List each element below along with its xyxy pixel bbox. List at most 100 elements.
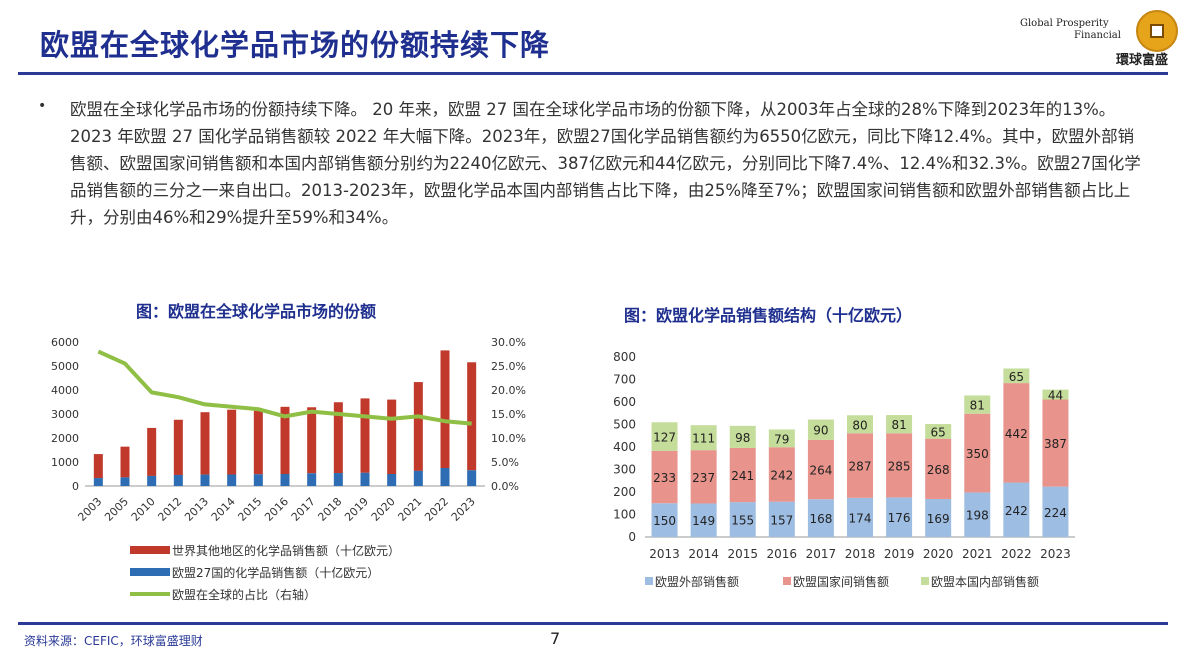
y-tick-label: 100 [613, 508, 636, 522]
x-tick-label: 2003 [75, 495, 104, 524]
x-tick-label: 2017 [289, 495, 318, 524]
data-label: 224 [1044, 506, 1067, 520]
data-label: 90 [813, 424, 828, 438]
x-tick-label: 2020 [369, 495, 398, 524]
legend-label: 欧盟本国内部销售额 [931, 574, 1039, 589]
y-tick-label: 5000 [51, 360, 79, 373]
stacked-bar-segment [690, 450, 717, 504]
y-tick-label: 6000 [51, 336, 79, 349]
bar-other-regions [227, 409, 237, 475]
data-label: 387 [1044, 437, 1067, 451]
x-tick-label: 2017 [806, 547, 837, 561]
stacked-bar-segment [768, 429, 795, 448]
logo-word-global: Global [1020, 18, 1053, 29]
stacked-bar-segment [847, 497, 873, 537]
x-tick-label: 2016 [262, 495, 291, 524]
stacked-bar-segment [651, 503, 678, 537]
x-tick-label: 2005 [102, 495, 131, 524]
stacked-bar-segment [729, 447, 756, 503]
y-tick-label: 3000 [51, 408, 79, 421]
bar-other-regions [253, 410, 263, 475]
bar-eu27 [120, 477, 130, 486]
bar-eu27 [280, 474, 290, 486]
company-logo: Global Prosperity Financial 環球富盛 [1016, 8, 1184, 68]
y-tick-label: 4000 [51, 384, 79, 397]
stacked-bar-segment [690, 425, 717, 451]
chart-title-market-share: 图：欧盟在全球化学品市场的份额 [136, 302, 377, 321]
stacked-bar-segment [1042, 399, 1069, 487]
bar-eu27 [387, 474, 397, 486]
data-label: 233 [653, 471, 676, 485]
data-label: 111 [692, 432, 715, 446]
data-label: 65 [931, 425, 946, 439]
bar-other-regions [413, 382, 423, 471]
bar-eu27 [467, 470, 477, 486]
data-label: 98 [735, 431, 750, 445]
y2-tick-label: 25.0% [491, 360, 526, 373]
x-tick-label: 2013 [182, 495, 211, 524]
x-tick-label: 2016 [767, 547, 798, 561]
data-label: 442 [1005, 427, 1028, 441]
bar-eu27 [227, 474, 237, 486]
stacked-bar-segment [964, 395, 991, 414]
stacked-bar-segment [964, 492, 991, 537]
data-label: 79 [774, 432, 789, 446]
data-label: 44 [1048, 389, 1063, 403]
body-paragraph: 欧盟在全球化学品市场的份额持续下降。 20 年来，欧盟 27 国在全球化学品市场… [70, 100, 1141, 227]
bar-other-regions [307, 407, 317, 474]
bar-other-regions [173, 419, 183, 475]
x-tick-label: 2010 [129, 495, 158, 524]
x-tick-label: 2023 [1040, 547, 1071, 561]
page-number: 7 [550, 629, 561, 648]
data-label: 155 [731, 514, 754, 528]
stacked-bar-segment [847, 433, 873, 498]
y2-tick-label: 10.0% [491, 432, 526, 445]
bar-eu27 [307, 473, 317, 486]
stacked-bar-segment [925, 498, 952, 537]
x-tick-label: 2018 [315, 495, 344, 524]
bar-eu27 [413, 470, 423, 486]
line-eu-share [97, 349, 472, 426]
bar-other-regions [387, 399, 397, 474]
y-tick-label: 0 [72, 480, 79, 493]
stacked-bar-segment [768, 447, 795, 502]
y2-tick-label: 0.0% [491, 480, 519, 493]
header-divider [18, 72, 1168, 75]
data-label: 169 [927, 512, 950, 526]
y-tick-label: 1000 [51, 456, 79, 469]
stacked-bar-segment [1003, 368, 1030, 384]
data-label: 81 [891, 418, 906, 432]
legend-label: 世界其他地区的化学品销售额（十亿欧元） [172, 543, 400, 558]
x-tick-label: 2019 [884, 547, 915, 561]
legend-label: 欧盟外部销售额 [655, 574, 739, 589]
logo-word-prosperity: Prosperity [1055, 18, 1109, 29]
data-label: 157 [770, 513, 793, 527]
y2-tick-label: 5.0% [491, 456, 519, 469]
stacked-bar-segment [925, 424, 952, 439]
y2-tick-label: 30.0% [491, 336, 526, 349]
data-label: 65 [1009, 370, 1024, 384]
bar-other-regions [440, 350, 450, 468]
source-note: 资料来源：CEFIC，环球富盛理财 [24, 634, 203, 648]
legend-swatch [921, 577, 929, 585]
x-tick-label: 2012 [155, 495, 184, 524]
y-tick-label: 0 [628, 530, 636, 544]
x-tick-label: 2019 [342, 495, 371, 524]
bar-other-regions [333, 402, 343, 474]
stacked-bar-segment [807, 439, 834, 500]
data-label: 285 [888, 459, 911, 473]
footer-divider [18, 622, 1168, 625]
legend-swatch [645, 577, 653, 585]
data-label: 81 [970, 399, 985, 413]
stacked-bar-segment [886, 415, 913, 434]
x-tick-label: 2020 [923, 547, 954, 561]
bar-other-regions [147, 427, 157, 476]
bar-eu27 [200, 474, 210, 486]
market-share-chart: 0 1000 2000 3000 4000 5000 6000 0.0% 5.0% 10.0% 15… [51, 336, 526, 602]
bar-other-regions [120, 446, 130, 478]
data-label: 174 [849, 511, 872, 525]
stacked-bar-segment [847, 415, 873, 434]
y2-tick-label: 20.0% [491, 384, 526, 397]
y-tick-label: 400 [613, 440, 636, 454]
stacked-bar-segment [1003, 482, 1030, 537]
